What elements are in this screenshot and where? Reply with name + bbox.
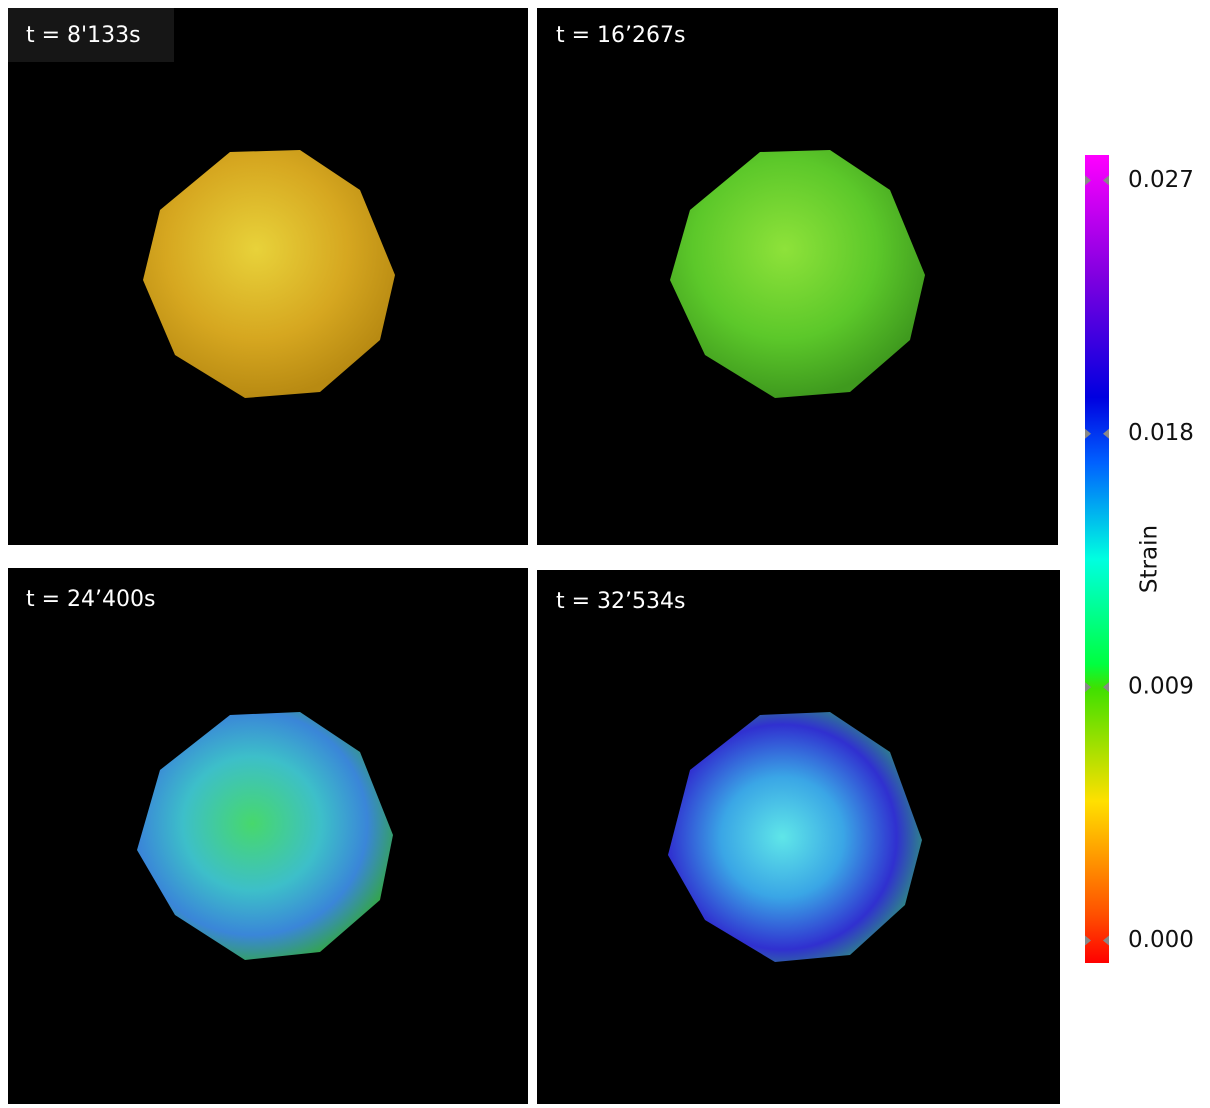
time-label: t = 24’400s <box>26 587 156 612</box>
figure: t = 8'133s t = 16’267s t = 24’400s t = 3… <box>0 0 1210 1104</box>
time-label: t = 16’267s <box>556 23 686 48</box>
colorbar <box>1085 155 1109 963</box>
colorbar-title: Strain <box>1137 525 1163 593</box>
time-label: t = 8'133s <box>26 23 141 48</box>
page: t = 8'133s t = 16’267s t = 24’400s t = 3… <box>0 0 1210 1108</box>
tick-label: 0.000 <box>1128 927 1194 953</box>
time-label: t = 32’534s <box>556 589 686 614</box>
tick-label: 0.018 <box>1128 420 1194 446</box>
tick-label: 0.027 <box>1128 167 1194 193</box>
tick-label: 0.009 <box>1128 674 1194 700</box>
